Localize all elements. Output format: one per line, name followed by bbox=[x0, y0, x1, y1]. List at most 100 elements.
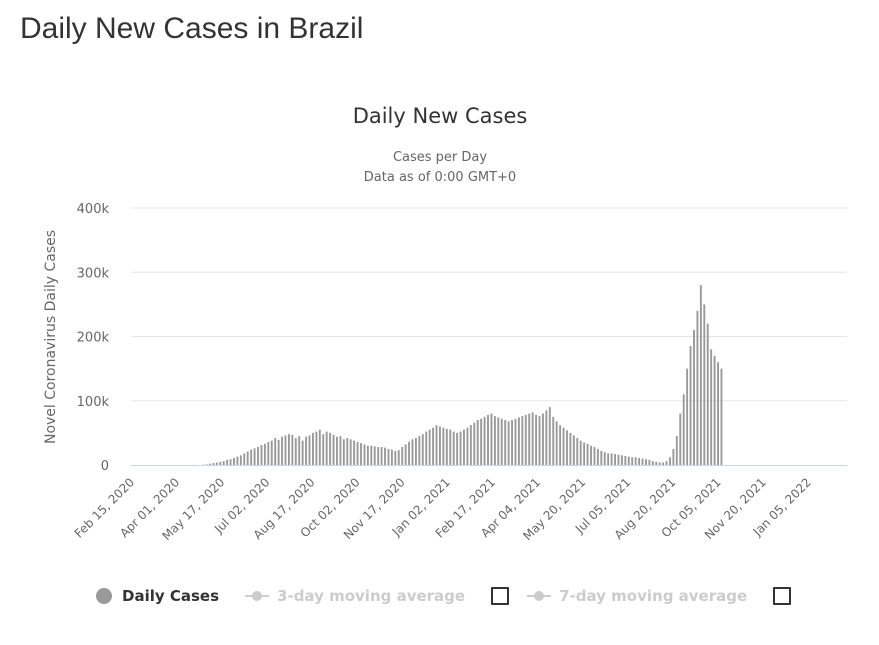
bar bbox=[236, 456, 239, 465]
bar bbox=[390, 449, 393, 465]
bar bbox=[414, 438, 417, 465]
daily-cases-bars[interactable] bbox=[191, 285, 723, 465]
bar bbox=[394, 450, 397, 465]
bar bbox=[456, 432, 459, 465]
bar bbox=[373, 446, 376, 465]
bar bbox=[250, 449, 253, 465]
bar bbox=[363, 444, 366, 465]
bar bbox=[566, 430, 568, 465]
bar bbox=[542, 413, 544, 465]
bar bbox=[507, 421, 510, 465]
y-tick-label: 200k bbox=[77, 331, 110, 346]
bar bbox=[579, 440, 582, 465]
bar bbox=[699, 285, 702, 465]
gridlines bbox=[131, 207, 847, 466]
bar bbox=[480, 418, 483, 465]
bar bbox=[473, 422, 476, 465]
bar bbox=[356, 441, 359, 465]
bar bbox=[672, 448, 675, 465]
bar bbox=[706, 323, 709, 465]
legend-item-7day-average[interactable]: 7-day moving average bbox=[527, 587, 747, 605]
bar bbox=[572, 435, 575, 465]
bar bbox=[634, 457, 637, 465]
bar bbox=[439, 426, 441, 465]
bar bbox=[287, 434, 290, 465]
y-axis-title: Novel Coronavirus Daily Cases bbox=[43, 230, 59, 444]
legend-item-daily-cases[interactable]: Daily Cases bbox=[96, 587, 219, 605]
legend-item-3day-average[interactable]: 3-day moving average bbox=[245, 587, 465, 605]
bar bbox=[500, 418, 503, 465]
bar bbox=[528, 413, 531, 465]
bar bbox=[366, 445, 369, 465]
bar bbox=[658, 462, 661, 465]
bar bbox=[703, 304, 706, 465]
bar bbox=[717, 362, 719, 465]
bar bbox=[205, 464, 208, 465]
checkbox-7day-average[interactable] bbox=[773, 587, 792, 605]
bar bbox=[215, 462, 218, 465]
bar bbox=[239, 455, 242, 465]
bar bbox=[370, 445, 373, 465]
bar bbox=[538, 416, 541, 465]
bar bbox=[555, 421, 558, 465]
bar bbox=[545, 410, 548, 465]
bar bbox=[665, 461, 668, 465]
bar bbox=[322, 434, 325, 465]
bar bbox=[463, 429, 465, 465]
bar bbox=[552, 416, 555, 465]
bar bbox=[517, 417, 520, 465]
bar bbox=[466, 427, 469, 465]
bar bbox=[308, 435, 311, 465]
bar bbox=[679, 413, 682, 465]
bar bbox=[487, 414, 489, 465]
bar bbox=[270, 440, 273, 465]
bar bbox=[593, 447, 596, 465]
page-title: Daily New Cases in Brazil bbox=[20, 12, 364, 45]
bar bbox=[596, 448, 599, 465]
bar bbox=[620, 455, 623, 465]
bar bbox=[411, 439, 414, 465]
bar bbox=[576, 438, 579, 465]
bar bbox=[586, 443, 589, 465]
bar bbox=[524, 414, 527, 465]
bar bbox=[624, 456, 627, 465]
bar bbox=[669, 457, 671, 465]
bar bbox=[332, 434, 335, 465]
bar bbox=[655, 461, 658, 465]
bar bbox=[435, 425, 438, 465]
line-marker-icon bbox=[527, 590, 552, 602]
bar bbox=[260, 445, 263, 465]
bar bbox=[583, 442, 586, 465]
bar bbox=[432, 427, 435, 465]
bar bbox=[380, 447, 383, 465]
bar bbox=[548, 407, 551, 465]
bar bbox=[689, 346, 692, 465]
bar bbox=[631, 457, 634, 465]
bar bbox=[497, 417, 500, 465]
bar bbox=[511, 420, 513, 465]
bar bbox=[222, 461, 225, 465]
bar bbox=[638, 457, 641, 465]
legend: Daily Cases 3-day moving average 7-day m… bbox=[96, 584, 809, 608]
bar bbox=[274, 438, 277, 465]
bar bbox=[226, 459, 229, 465]
bar bbox=[318, 429, 321, 465]
bar bbox=[682, 394, 685, 465]
bar bbox=[535, 414, 538, 465]
bar bbox=[686, 368, 689, 465]
bar bbox=[263, 443, 266, 465]
bar bbox=[651, 461, 654, 465]
chart-title: Daily New Cases bbox=[353, 104, 528, 128]
bar bbox=[404, 444, 407, 465]
bar bbox=[662, 462, 665, 465]
legend-label-7day-average: 7-day moving average bbox=[559, 587, 748, 605]
bar bbox=[291, 434, 294, 465]
bar bbox=[294, 438, 297, 465]
chart-subtitle-line-1: Cases per Day bbox=[393, 150, 487, 165]
bar bbox=[693, 330, 695, 465]
bar bbox=[562, 427, 565, 465]
bar bbox=[476, 420, 479, 465]
bar bbox=[614, 454, 616, 465]
checkbox-3day-average[interactable] bbox=[491, 587, 510, 605]
